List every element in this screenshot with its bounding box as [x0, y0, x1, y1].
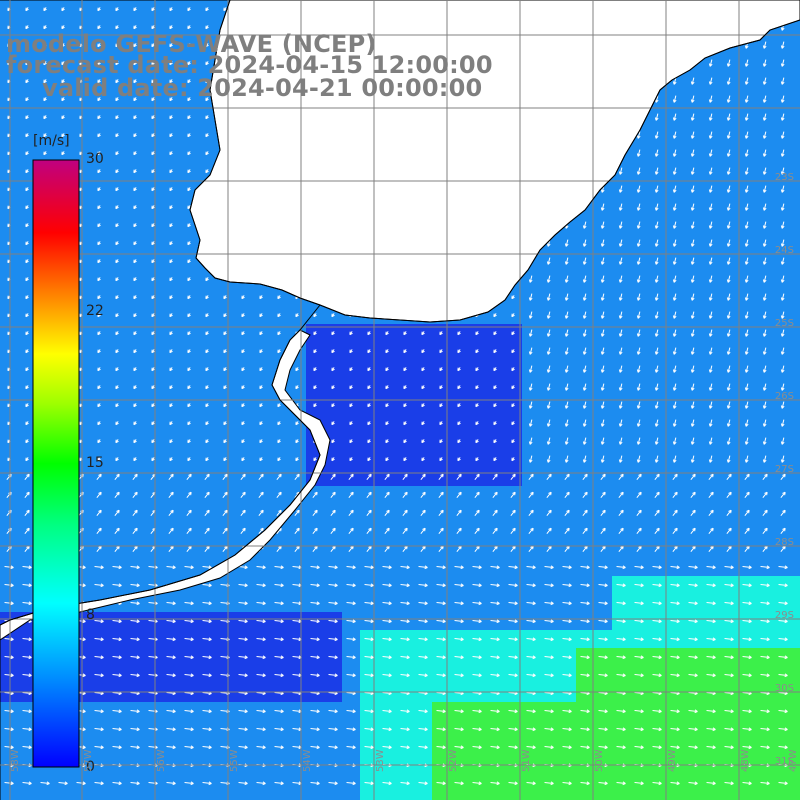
speed-cell: [792, 522, 800, 540]
speed-cell: [36, 792, 54, 800]
speed-cell: [792, 666, 800, 684]
speed-cell: [342, 792, 360, 800]
speed-cell: [792, 648, 800, 666]
speed-cell: [522, 792, 540, 800]
speed-cell: [792, 180, 800, 198]
speed-cell: [72, 792, 90, 800]
speed-cell: [792, 126, 800, 144]
speed-cell: [792, 90, 800, 108]
speed-cell: [774, 792, 792, 800]
speed-cell: [666, 792, 684, 800]
speed-cell: [792, 216, 800, 234]
speed-cell: [108, 792, 126, 800]
speed-cell: [792, 414, 800, 432]
speed-cell: [252, 792, 270, 800]
speed-cell: [792, 144, 800, 162]
speed-cell: [360, 792, 378, 800]
speed-cell: [216, 792, 234, 800]
speed-cell: [792, 324, 800, 342]
speed-cell: [306, 792, 324, 800]
speed-cell: [180, 792, 198, 800]
speed-cell: [792, 54, 800, 72]
speed-cell: [792, 360, 800, 378]
speed-cell: [792, 378, 800, 396]
speed-cell: [792, 36, 800, 54]
speed-cell: [792, 432, 800, 450]
speed-cell: [234, 792, 252, 800]
speed-cell: [576, 792, 594, 800]
speed-cell: [792, 720, 800, 738]
speed-cell: [702, 792, 720, 800]
speed-cell: [792, 504, 800, 522]
speed-cell: [468, 792, 486, 800]
speed-cell: [162, 792, 180, 800]
speed-cell: [792, 162, 800, 180]
speed-cell: [756, 792, 774, 800]
speed-cell: [612, 792, 630, 800]
speed-cell: [270, 792, 288, 800]
speed-cell: [486, 792, 504, 800]
speed-cell: [738, 792, 756, 800]
speed-cell: [648, 792, 666, 800]
speed-cell: [792, 792, 800, 800]
speed-cell: [792, 252, 800, 270]
speed-cell: [288, 792, 306, 800]
speed-cell: [414, 792, 432, 800]
speed-cell: [792, 558, 800, 576]
speed-cell: [792, 18, 800, 36]
speed-cell: [792, 234, 800, 252]
speed-cell: [792, 288, 800, 306]
speed-cell: [630, 792, 648, 800]
speed-cell: [378, 792, 396, 800]
speed-cell: [540, 792, 558, 800]
speed-cell: [792, 108, 800, 126]
speed-cell: [792, 396, 800, 414]
speed-cell: [684, 792, 702, 800]
speed-cell: [144, 792, 162, 800]
speed-cell: [792, 450, 800, 468]
speed-cell: [792, 468, 800, 486]
speed-cell: [792, 270, 800, 288]
speed-cell: [126, 792, 144, 800]
speed-cell: [792, 486, 800, 504]
speed-cell: [198, 792, 216, 800]
speed-cell: [792, 198, 800, 216]
speed-cell: [720, 792, 738, 800]
speed-cell: [396, 792, 414, 800]
speed-cell: [594, 792, 612, 800]
speed-cell: [324, 792, 342, 800]
speed-cell: [792, 774, 800, 792]
speed-cell: [504, 792, 522, 800]
speed-cell: [792, 576, 800, 594]
speed-cell: [90, 792, 108, 800]
speed-cell: [0, 792, 18, 800]
speed-cell: [792, 702, 800, 720]
speed-cell: [18, 792, 36, 800]
speed-cell: [792, 342, 800, 360]
speed-cell: [54, 792, 72, 800]
speed-cell: [792, 594, 800, 612]
speed-cell: [792, 540, 800, 558]
speed-cell: [792, 306, 800, 324]
speed-cell: [450, 792, 468, 800]
speed-cell: [558, 792, 576, 800]
speed-cell: [792, 72, 800, 90]
speed-cell: [792, 630, 800, 648]
